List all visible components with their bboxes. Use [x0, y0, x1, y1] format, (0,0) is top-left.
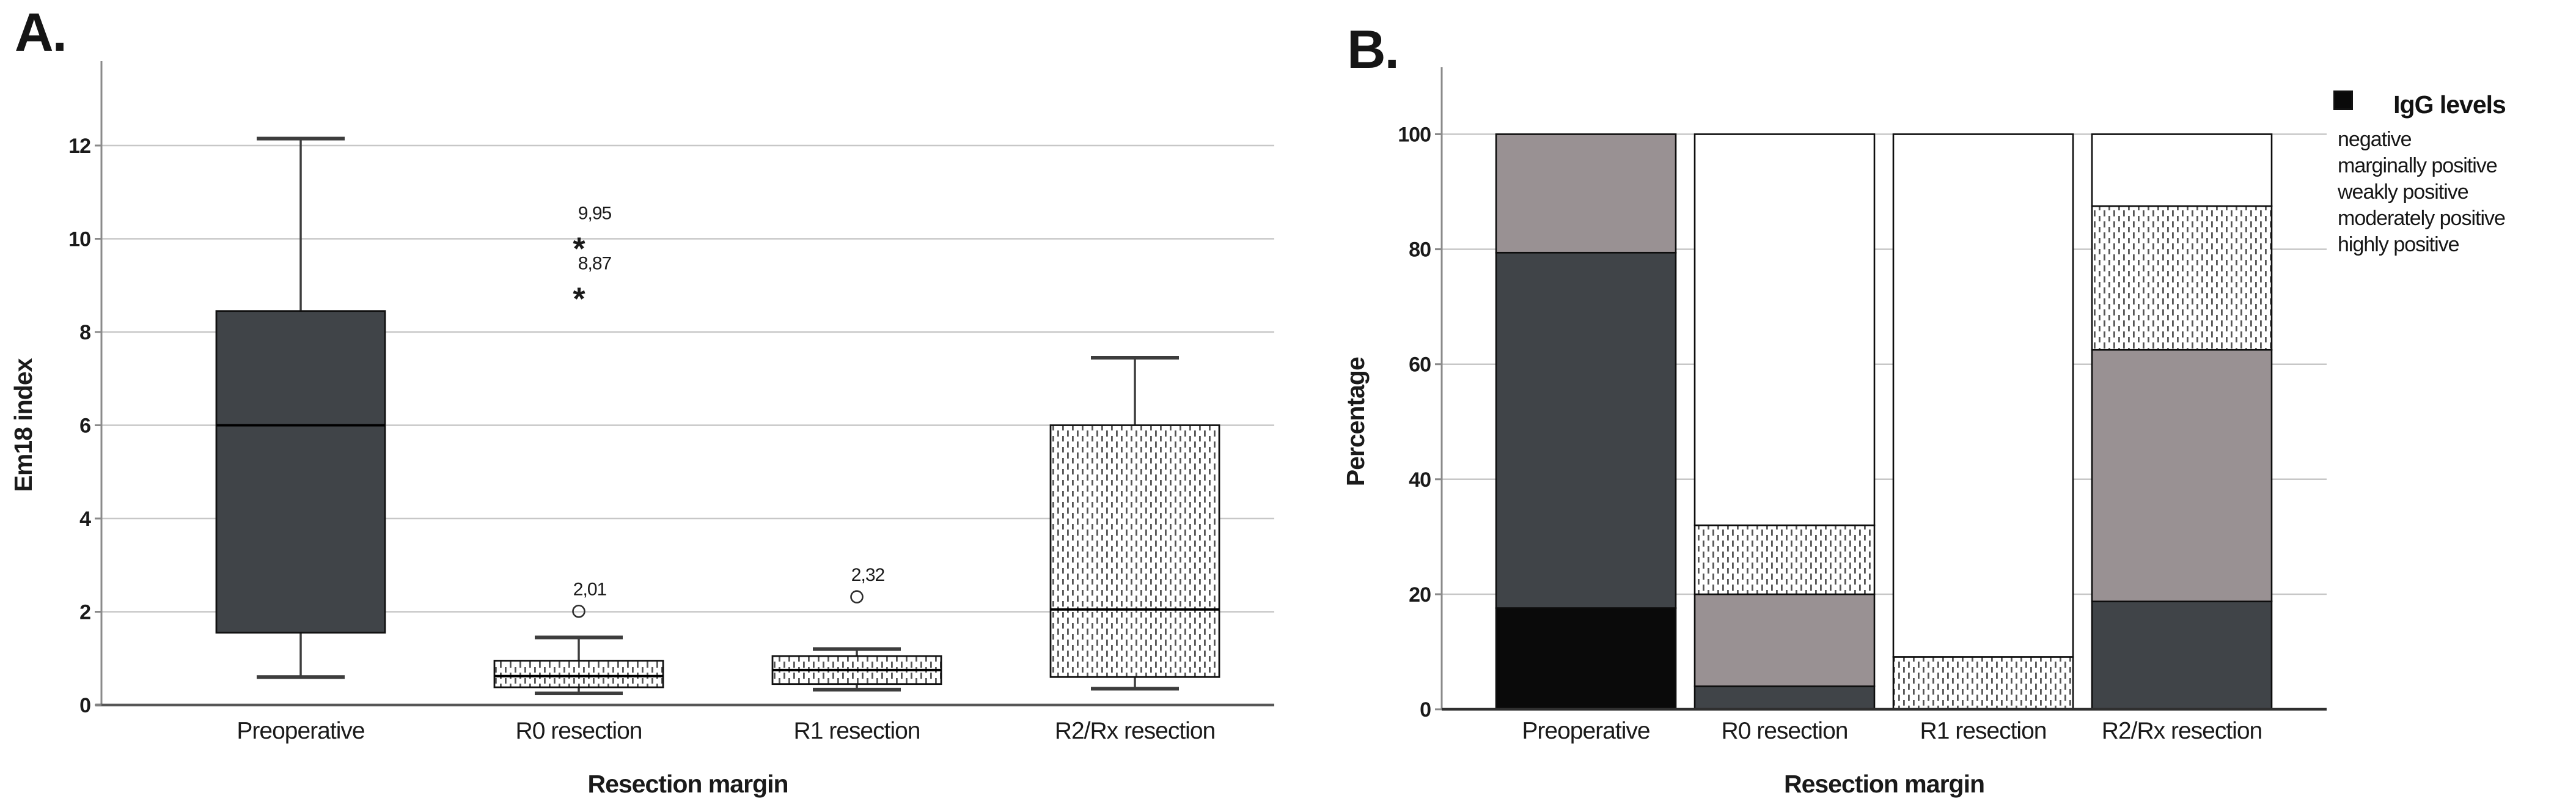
outlier-marker [572, 604, 585, 618]
bar-segment-r0-resection-marginally-positive [1693, 524, 1876, 596]
outlier-marker [850, 590, 864, 603]
y-tick-label: 100 [1398, 124, 1431, 147]
bar-segment-preoperative-highly-positive [1495, 607, 1677, 711]
x-category-label: R2/Rx resection [1055, 718, 1215, 744]
legend-swatch-black [2333, 90, 2353, 110]
y-tick-label: 40 [1409, 468, 1431, 492]
panel-b-label: B. [1347, 19, 1400, 79]
y-tick-label: 0 [79, 694, 90, 717]
legend-rows: negative marginally positive weakly positi… [2333, 90, 2576, 256]
legend-label: highly positive [2338, 232, 2460, 256]
y-tick-label: 8 [79, 321, 90, 344]
bar-segment-r0-resection-negative [1693, 133, 1876, 526]
legend-igg-levels: IgG levels negative marginally positive we… [2333, 90, 2576, 260]
box-3 [1049, 424, 1220, 678]
legend-label: negative [2338, 127, 2412, 151]
extreme-label: 9,95 [578, 203, 612, 223]
y-tick-label: 2 [79, 601, 90, 624]
x-axis-title: Resection margin [1784, 770, 1984, 798]
legend-label: moderately positive [2338, 206, 2506, 230]
x-category-label: R0 resection [1722, 718, 1848, 744]
legend-label: marginally positive [2338, 153, 2498, 177]
x-category-label: R1 resection [794, 718, 920, 744]
bar-segment-preoperative-weakly-positive [1495, 133, 1677, 254]
legend-item-marginally-positive: marginally positive [2333, 90, 2576, 177]
x-axis-title: Resection margin [587, 770, 788, 798]
extreme-marker: * [573, 231, 585, 267]
x-category-label: R0 resection [516, 718, 642, 744]
x-category-label: R1 resection [1920, 718, 2047, 744]
bar-segment-r1-resection-negative [1892, 133, 2074, 658]
y-tick-label: 60 [1409, 353, 1431, 377]
x-category-label: Preoperative [1522, 718, 1649, 744]
x-category-label: Preoperative [237, 718, 364, 744]
bar-segment-r2-rx-resection-marginally-positive [2091, 205, 2273, 351]
legend-item-negative: negative [2333, 90, 2576, 151]
y-axis-title: Percentage [1341, 357, 1370, 486]
y-tick-label: 10 [68, 228, 90, 251]
y-tick-label: 20 [1409, 583, 1431, 607]
legend-title: IgG levels [2393, 90, 2506, 119]
legend-item-weakly-positive: weakly positive [2333, 90, 2576, 204]
legend-item-moderately-positive: moderately positive [2333, 90, 2576, 230]
bar-segment-preoperative-moderately-positive [1495, 251, 1677, 609]
legend-item-highly-positive: highly positive [2333, 90, 2576, 256]
y-tick-label: 6 [79, 415, 90, 438]
x-category-label: R2/Rx resection [2102, 718, 2262, 744]
bar-segment-r2-rx-resection-moderately-positive [2091, 600, 2273, 711]
y-tick-label: 80 [1409, 238, 1431, 262]
bar-segment-r0-resection-weakly-positive [1693, 593, 1876, 687]
box-1 [493, 660, 664, 688]
extreme-marker: * [573, 282, 585, 317]
bar-segment-r0-resection-moderately-positive [1693, 685, 1876, 711]
y-axis-title: Em18 index [9, 358, 37, 492]
y-tick-label: 0 [1420, 698, 1431, 722]
bar-segment-r2-rx-resection-weakly-positive [2091, 349, 2273, 602]
legend-label: weakly positive [2338, 180, 2469, 204]
extreme-label: 8,87 [578, 254, 612, 274]
box-0 [215, 310, 386, 634]
outlier-label: 2,32 [851, 565, 885, 585]
y-tick-label: 12 [68, 135, 90, 158]
bar-segment-r2-rx-resection-negative [2091, 133, 2273, 207]
panel-a-label: A. [15, 2, 67, 62]
y-tick-label: 4 [79, 508, 91, 531]
bar-segment-r1-resection-marginally-positive [1892, 656, 2074, 711]
outlier-label: 2,01 [573, 580, 607, 600]
